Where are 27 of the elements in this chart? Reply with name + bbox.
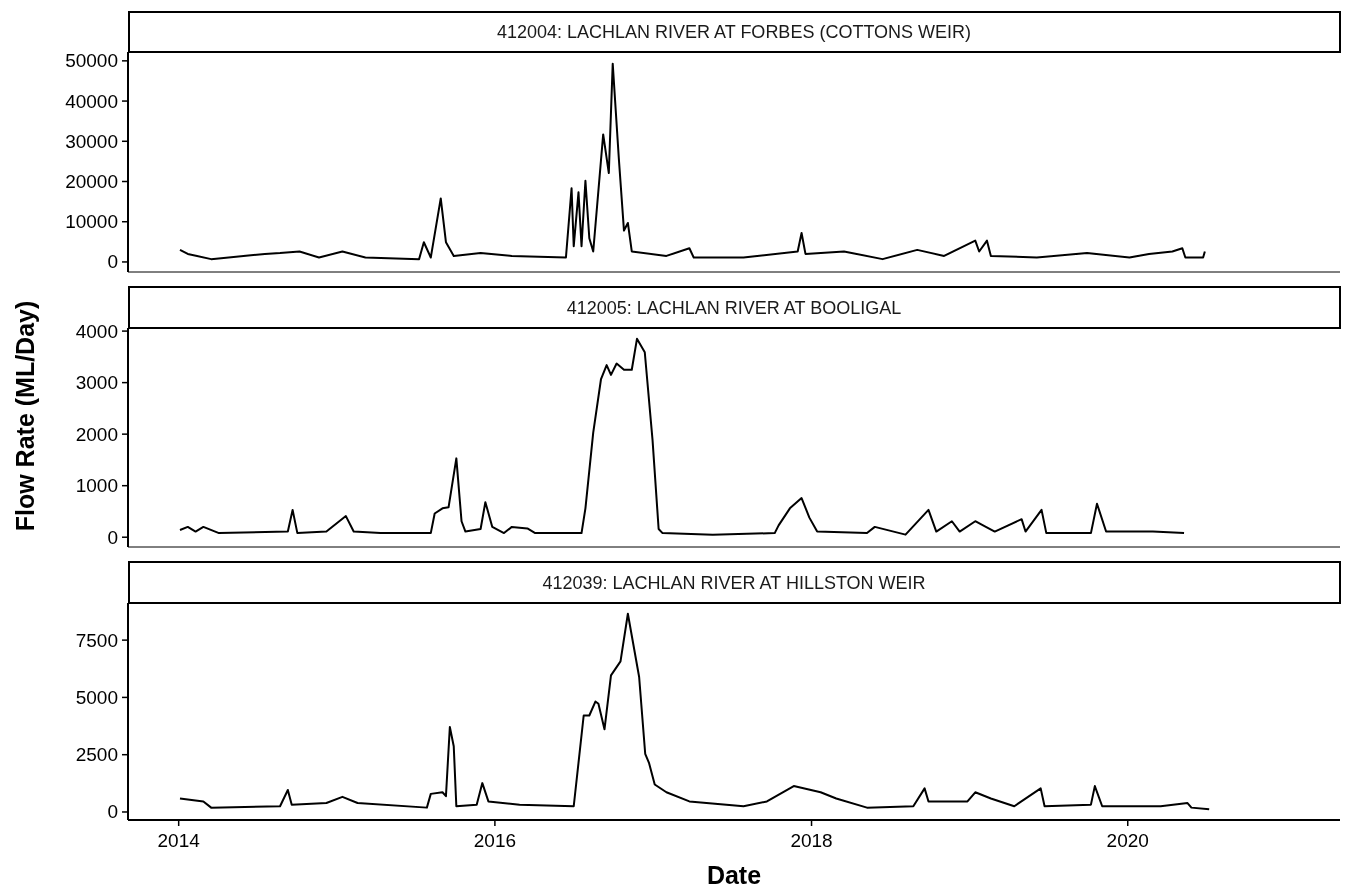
y-tick-label: 2500	[75, 744, 118, 766]
y-tick-label: 0	[107, 526, 118, 548]
chart-title: 412039: LACHLAN RIVER AT HILLSTON WEIR	[542, 572, 926, 593]
y-tick-label: 1000	[75, 475, 118, 497]
y-tick-label: 10000	[65, 211, 118, 233]
y-axis-title: Flow Rate (ML/Day)	[11, 300, 39, 532]
line-series	[178, 612, 1211, 811]
y-tick-label: 0	[107, 251, 118, 273]
y-tick-label: 20000	[65, 171, 118, 193]
y-tick-label: 30000	[65, 130, 118, 152]
x-tick-label: 2020	[1106, 830, 1149, 851]
line-series	[178, 337, 1186, 536]
line-series	[178, 62, 1206, 261]
y-tick-label: 4000	[75, 320, 118, 342]
chart-title: 412004: LACHLAN RIVER AT FORBES (COTTONS WEIR)	[496, 22, 972, 42]
x-tick-label: 2016	[473, 830, 517, 851]
y-tick-label: 2000	[75, 423, 118, 445]
y-tick-label: 50000	[65, 50, 118, 72]
y-tick-label: 40000	[65, 90, 118, 112]
y-tick-label: 5000	[75, 686, 118, 708]
y-tick-label: 0	[107, 801, 118, 823]
y-tick-label: 7500	[75, 629, 118, 651]
x-tick-label: 2018	[790, 830, 833, 851]
x-axis-title: Date	[706, 861, 762, 889]
x-tick-label: 2014	[157, 830, 201, 851]
chart-title: 412005: LACHLAN RIVER AT BOOLIGAL	[566, 297, 902, 318]
y-tick-label: 3000	[75, 372, 118, 394]
